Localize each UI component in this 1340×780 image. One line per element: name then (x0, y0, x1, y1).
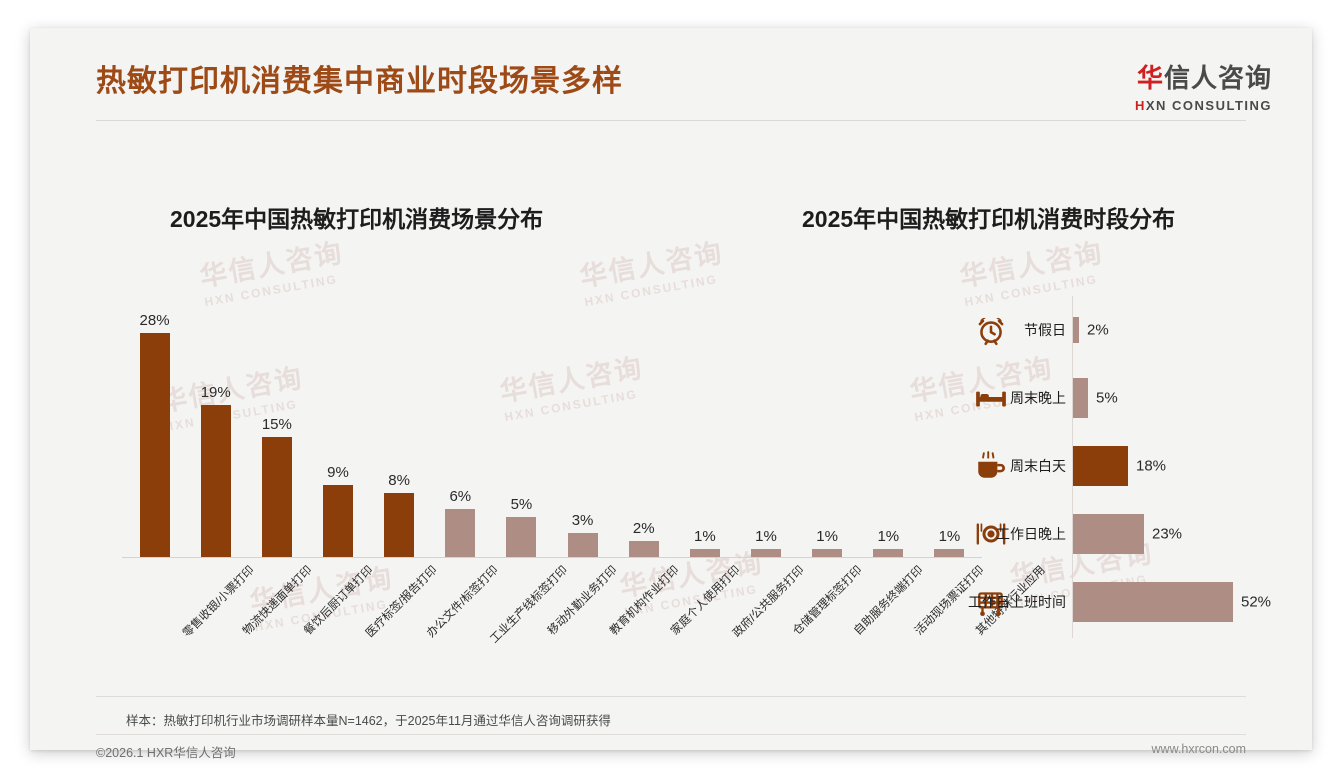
timeslot-row: 工作日晚上 23% (970, 500, 1290, 568)
column-bar: 19% (201, 384, 231, 557)
shopping-cart-icon (974, 585, 1008, 619)
alarm-clock-icon (974, 313, 1008, 347)
column-bar-fill (506, 517, 537, 557)
timeslot-bar-fill (1073, 317, 1079, 343)
page-title: 热敏打印机消费集中商业时段场景多样 (96, 65, 623, 98)
scenario-distribution-chart: 28% 19% 15% 9% 8% 6% 5% 3% 2% 1% 1% 1% 1% 1% (96, 268, 986, 558)
timeslot-row: 周末白天 18% (970, 432, 1290, 500)
right-chart-title: 2025年中国热敏打印机消费时段分布 (802, 206, 1176, 232)
left-chart-title: 2025年中国热敏打印机消费场景分布 (170, 206, 544, 232)
column-bar-value: 8% (388, 472, 410, 489)
column-bar: 6% (445, 488, 476, 557)
timeslot-label: 周末晚上 (1010, 390, 1066, 406)
column-bar-fill (873, 549, 904, 557)
column-bar: 15% (262, 416, 292, 557)
column-bar: 5% (506, 496, 537, 557)
timeslot-row: 节假日 2% (970, 296, 1290, 364)
copyright-text: ©2026.1 HXR华信人咨询 (96, 746, 236, 760)
column-bar: 2% (628, 520, 659, 557)
timeslot-row: 周末晚上 5% (970, 364, 1290, 432)
timeslot-bar-value: 23% (1152, 525, 1183, 543)
header-divider (96, 120, 1246, 121)
column-bar: 28% (140, 312, 170, 557)
timeslot-row: 工作日上班时间 52% (968, 568, 1290, 636)
column-bar-fill (323, 485, 353, 557)
column-bar-fill (934, 549, 965, 557)
column-bar-value: 3% (571, 512, 594, 529)
column-bar-value: 1% (755, 528, 777, 545)
slide-header: 热敏打印机消费集中商业时段场景多样 华信人咨询 HXN CONSULTING (30, 28, 1312, 121)
column-bar-value: 15% (261, 416, 292, 433)
column-bar-value: 28% (139, 312, 170, 329)
timeslot-label: 周末白天 (1010, 458, 1066, 474)
column-bar-value: 5% (510, 496, 533, 513)
x-axis-line (122, 557, 982, 558)
timeslot-bar-value: 2% (1087, 321, 1109, 339)
column-bar-fill (261, 437, 292, 557)
column-bar: 1% (812, 528, 843, 557)
column-bar-value: 9% (327, 464, 349, 481)
column-bar-value: 1% (694, 528, 716, 545)
column-bar-value: 2% (632, 520, 655, 537)
column-bar: 1% (751, 528, 781, 557)
timeslot-distribution-chart: 节假日 2% 周末晚上 5% 周末白天 18% 工作日晚上 23% 工作日上班时间 52% (968, 296, 1290, 638)
timeslot-label: 节假日 (1024, 322, 1066, 338)
column-bar-value: 1% (816, 528, 838, 545)
slide-canvas: 华信人咨询 HXN CONSULTING 华信人咨询 HXN CONSULTING … (30, 28, 1312, 760)
column-bar-fill (689, 549, 720, 557)
column-bar: 9% (323, 464, 353, 557)
timeslot-bar-fill (1073, 446, 1128, 486)
column-bar-fill (200, 405, 231, 557)
coffee-cup-icon (974, 449, 1008, 483)
timeslot-bar-fill (1073, 582, 1233, 622)
column-bar: 1% (873, 528, 904, 557)
timeslot-label: 工作日上班时间 (968, 594, 1066, 610)
column-bar: 3% (567, 512, 598, 557)
timeslot-bar-fill (1073, 514, 1144, 554)
column-bar-fill (445, 509, 476, 557)
footnote-divider (96, 696, 1246, 697)
sample-note: 样本：热敏打印机行业市场调研样本量N=1462，于2025年11月通过华信人咨询… (126, 714, 611, 728)
column-bar-fill (751, 549, 781, 557)
scenario-category-labels: 零售收银/小票打印 物流快递面单打印 餐饮后厨订单打印 医疗标签/报告打印 办公文件/标… (96, 560, 1048, 680)
logo-chinese: 华信人咨询 (1136, 63, 1272, 93)
column-bar-value: 6% (449, 488, 472, 505)
column-bar-value: 1% (938, 528, 961, 545)
column-bar: 1% (934, 528, 965, 557)
column-bar-fill (812, 549, 843, 557)
y-axis-line (1072, 296, 1073, 638)
column-bar-fill (628, 541, 659, 557)
website-text: www.hxrcon.com (1151, 742, 1246, 756)
column-bar-fill (384, 493, 415, 557)
timeslot-bar-value: 18% (1136, 457, 1167, 475)
column-bar-fill (567, 533, 598, 557)
timeslot-bar-value: 52% (1241, 593, 1272, 611)
column-bar: 8% (384, 472, 415, 557)
column-bar-fill (139, 333, 170, 557)
timeslot-bar-value: 5% (1096, 389, 1118, 407)
column-bar: 1% (689, 528, 720, 557)
column-bar-value: 19% (200, 384, 231, 401)
logo-english: HXN CONSULTING (1134, 98, 1272, 113)
column-bar-value: 1% (877, 528, 900, 545)
timeslot-bar-fill (1073, 378, 1088, 418)
brand-logo: 华信人咨询 HXN CONSULTING (1135, 58, 1272, 113)
footer-divider (96, 734, 1246, 735)
timeslot-label: 工作日晚上 (996, 526, 1066, 542)
dinner-plate-icon (974, 517, 1008, 551)
bed-icon (974, 381, 1008, 415)
